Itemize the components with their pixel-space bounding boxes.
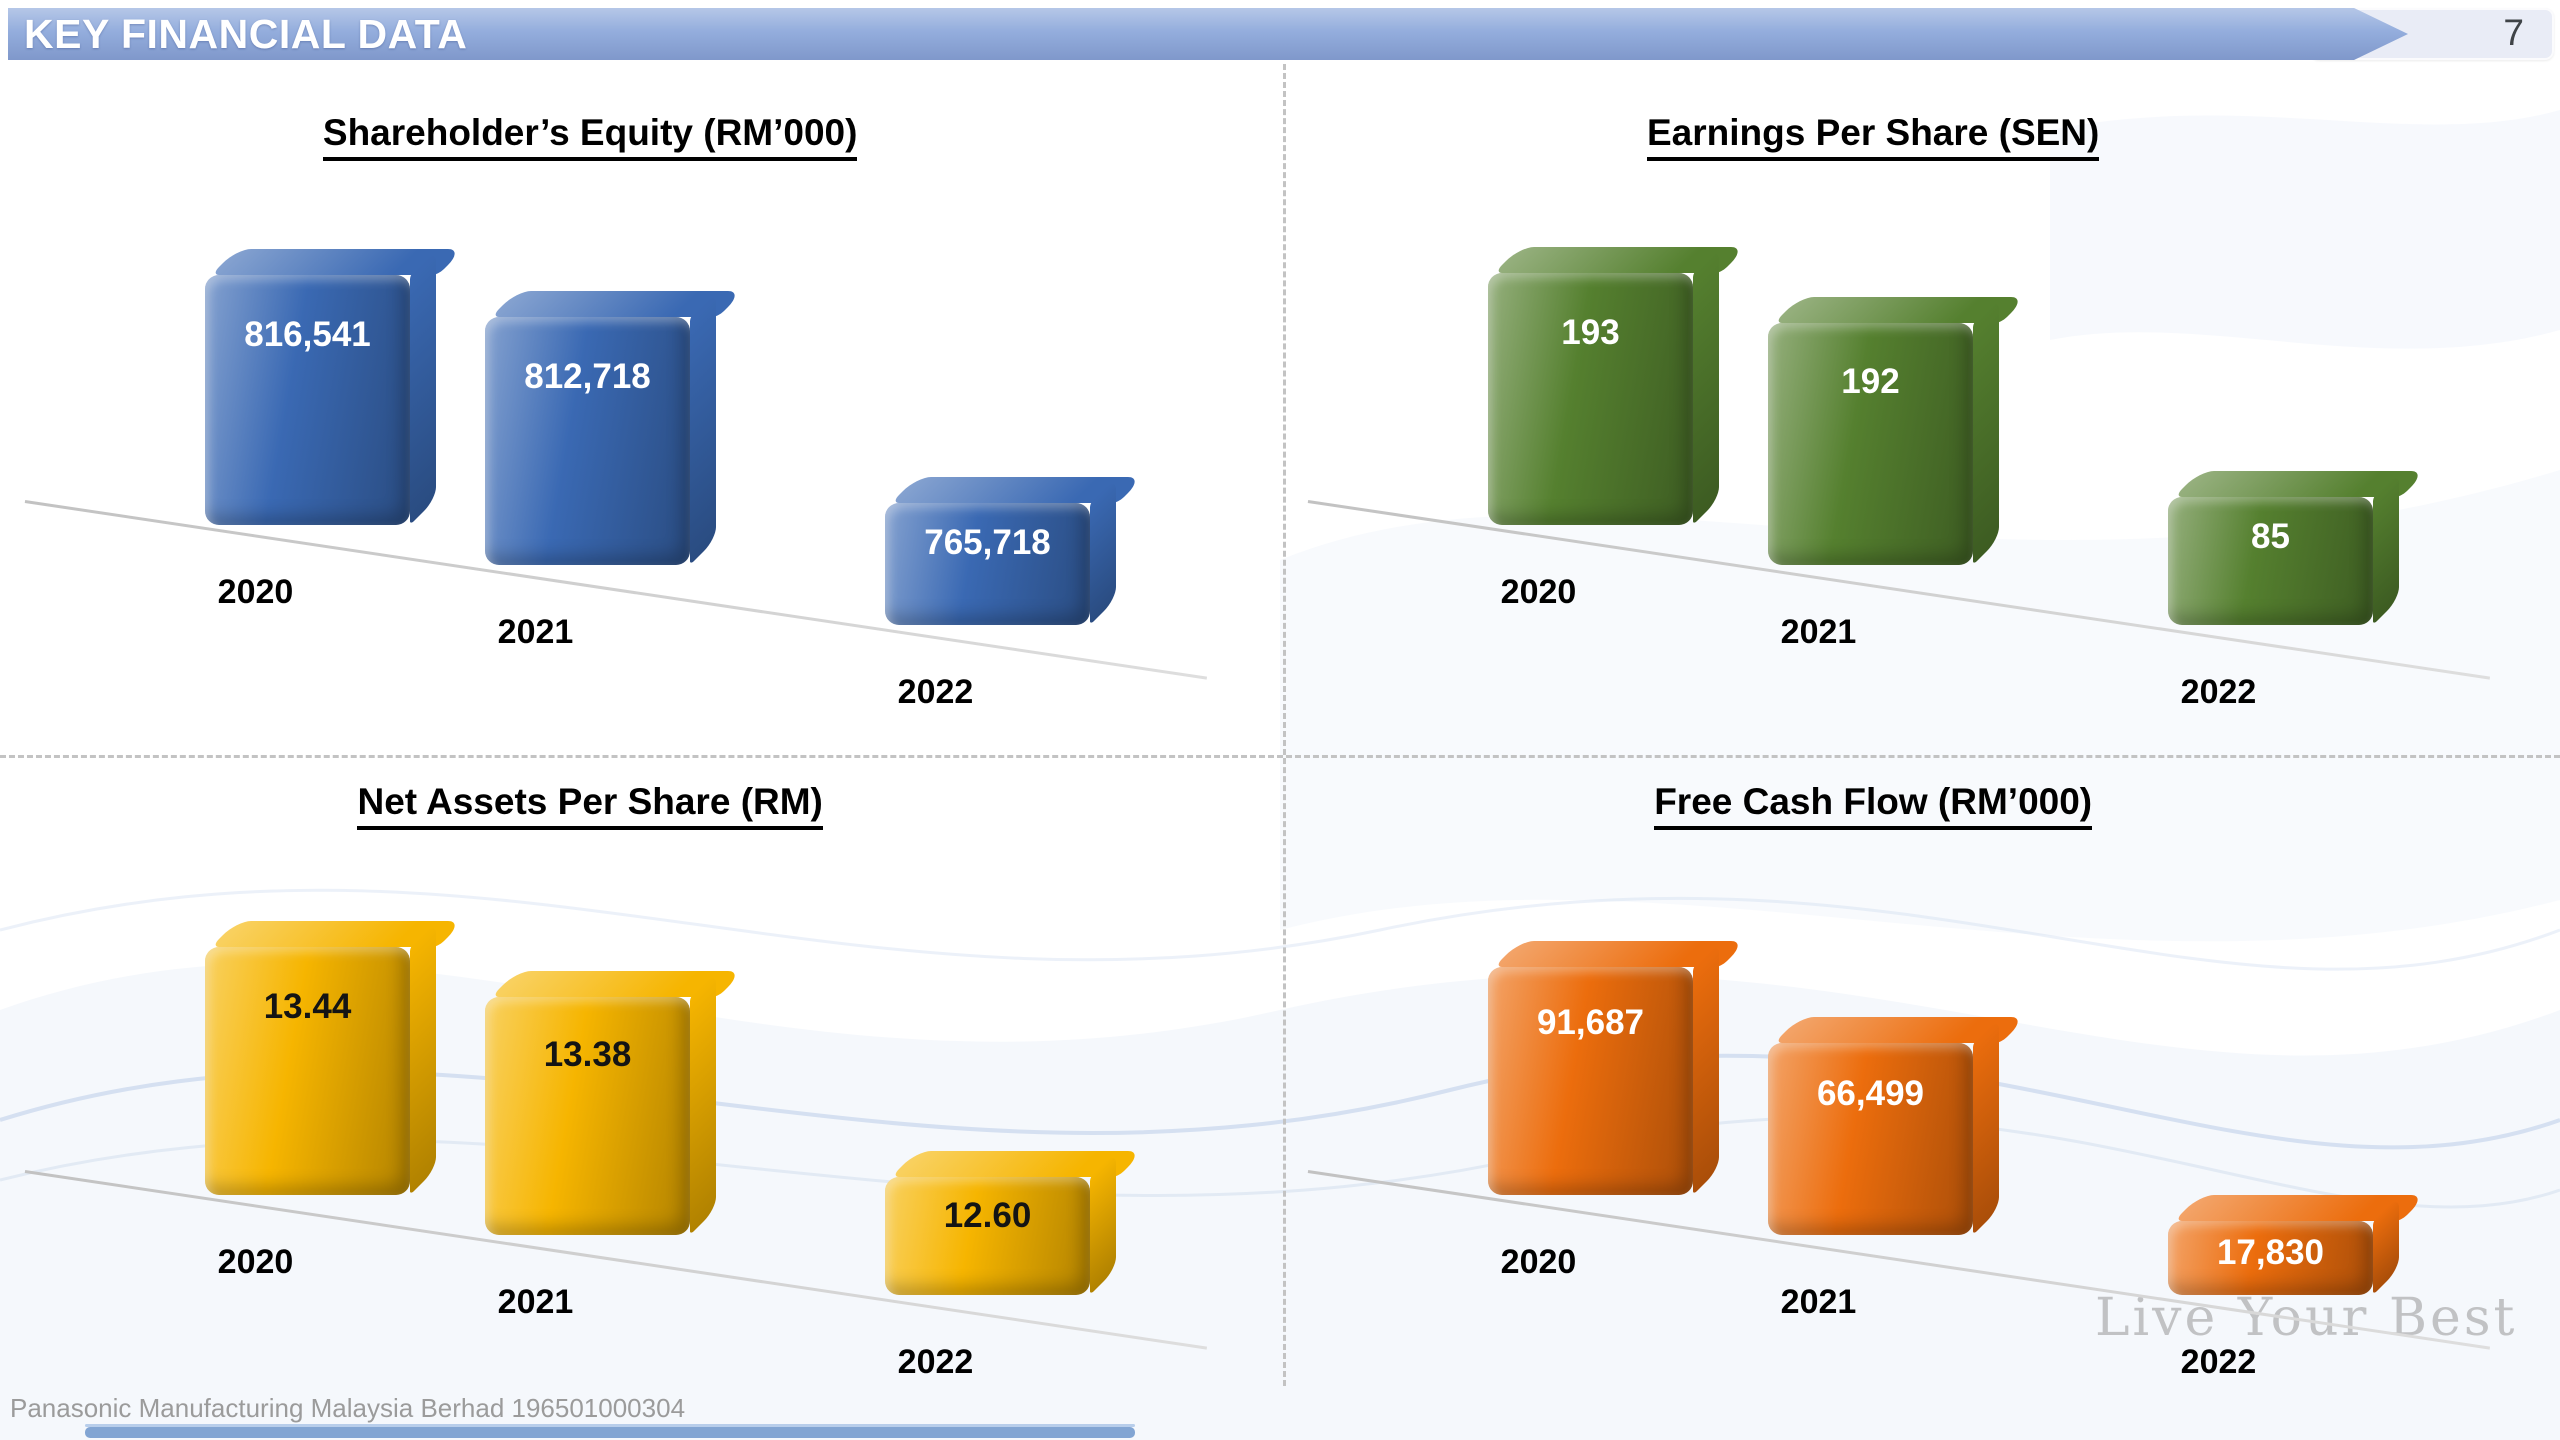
bar-2022: 17,830 2022 [2168, 1195, 2427, 1381]
chart-free-cash-flow: Free Cash Flow (RM’000) 91,687 2020 66,4… [1283, 755, 2560, 1440]
chart-net-assets-per-share: Net Assets Per Share (RM) 13.44 2020 13.… [0, 755, 1283, 1440]
bar-shape: 13.44 [205, 921, 464, 1195]
chart-earnings-per-share: Earnings Per Share (SEN) 193 2020 192 [1283, 60, 2560, 755]
chart-title-text: Net Assets Per Share (RM) [357, 781, 823, 830]
chart-title: Free Cash Flow (RM’000) [1283, 755, 2463, 830]
bar-shape: 13.38 [485, 971, 744, 1235]
bar-value-label: 12.60 [943, 1195, 1032, 1235]
bar-year-label: 2022 [2180, 673, 2257, 711]
bar-value-label: 91,687 [1536, 1003, 1645, 1043]
bar-shape: 812,718 [485, 291, 744, 565]
horizontal-divider [0, 755, 2560, 758]
bar-shape: 66,499 [1768, 1017, 2027, 1235]
bar-shape: 192 [1768, 297, 2027, 565]
bar-front-face [2168, 1221, 2373, 1295]
bar-side-face [1973, 297, 1999, 565]
chart-plot: 91,687 2020 66,499 2021 17,830 [1307, 850, 2498, 1410]
bar-2020: 13.44 2020 [205, 921, 464, 1281]
bar-value-label: 192 [1841, 361, 1900, 401]
bar-front-face [2168, 497, 2373, 625]
bar-shape: 85 [2168, 471, 2427, 625]
chart-title-text: Free Cash Flow (RM’000) [1654, 781, 2093, 830]
bar-front-face [205, 947, 410, 1195]
bar-value-label: 66,499 [1816, 1073, 1925, 1113]
bar-front-face [1768, 323, 1973, 565]
bar-value-label: 812,718 [524, 356, 651, 396]
bar-2020: 816,541 2020 [205, 249, 464, 611]
bar-2022: 85 2022 [2168, 471, 2427, 711]
chart-plot: 193 2020 192 2021 85 [1307, 180, 2498, 740]
chart-title: Shareholder’s Equity (RM’000) [0, 60, 1180, 161]
bar-side-face [690, 291, 716, 565]
bar-side-face [410, 921, 436, 1195]
bar-year-label: 2020 [1500, 1243, 1577, 1281]
bar-value-label: 13.44 [263, 986, 352, 1026]
bar-value-label: 13.38 [543, 1035, 632, 1075]
bar-side-face [2373, 471, 2399, 625]
bar-value-label: 17,830 [2216, 1232, 2325, 1272]
bar-front-face [1488, 967, 1693, 1195]
bar-2021: 812,718 2021 [485, 291, 744, 651]
bar-side-face [1973, 1017, 1999, 1235]
slide-title: KEY FINANCIAL DATA [24, 11, 468, 57]
bar-value-label: 816,541 [244, 315, 371, 354]
bar-shape: 12.60 [885, 1151, 1144, 1295]
bar-front-face [485, 997, 690, 1235]
page-number: 7 [2503, 12, 2524, 53]
bar-side-face [1693, 247, 1719, 525]
chart-title: Net Assets Per Share (RM) [0, 755, 1180, 830]
bar-front-face [885, 1177, 1090, 1295]
bar-front-face [485, 317, 690, 565]
bar-2021: 66,499 2021 [1768, 1017, 2027, 1321]
bar-year-label: 2021 [497, 613, 574, 651]
bar-side-face [1090, 477, 1116, 625]
bar-year-label: 2022 [2180, 1343, 2257, 1381]
chart-plot: 13.44 2020 13.38 2021 12.60 [24, 850, 1215, 1410]
bar-year-label: 2022 [897, 673, 974, 711]
bar-side-face [1090, 1151, 1116, 1295]
chart-title-text: Shareholder’s Equity (RM’000) [322, 112, 858, 161]
bar-shape: 91,687 [1488, 941, 1747, 1195]
bar-year-label: 2020 [217, 1243, 294, 1281]
bar-shape: 17,830 [2168, 1195, 2427, 1295]
bar-front-face [1488, 273, 1693, 525]
chart-title: Earnings Per Share (SEN) [1283, 60, 2463, 161]
bar-front-face [885, 503, 1090, 625]
bar-year-label: 2021 [497, 1283, 574, 1321]
bar-year-label: 2020 [217, 573, 294, 611]
chart-title-text: Earnings Per Share (SEN) [1646, 112, 2100, 161]
bar-side-face [410, 249, 436, 525]
bar-side-face [690, 971, 716, 1235]
bar-year-label: 2022 [897, 1343, 974, 1381]
bar-shape: 193 [1488, 247, 1747, 525]
bar-front-face [205, 275, 410, 525]
bar-year-label: 2021 [1780, 613, 1857, 651]
bar-shape: 765,718 [885, 477, 1144, 625]
chart-shareholders-equity: Shareholder’s Equity (RM’000) 816,541 20… [0, 60, 1283, 755]
bar-year-label: 2021 [1780, 1283, 1857, 1321]
bar-value-label: 85 [2251, 517, 2290, 557]
bar-side-face [1693, 941, 1719, 1195]
bar-2022: 765,718 2022 [885, 477, 1144, 711]
bar-front-face [1768, 1043, 1973, 1235]
bar-shape: 816,541 [205, 249, 464, 525]
footer-company-text: Panasonic Manufacturing Malaysia Berhad … [10, 1393, 686, 1423]
title-banner: KEY FINANCIAL DATA [8, 8, 2408, 60]
bar-2021: 192 2021 [1768, 297, 2027, 651]
bar-value-label: 193 [1561, 313, 1620, 353]
vertical-divider [1283, 64, 1286, 1386]
bar-2020: 91,687 2020 [1488, 941, 1747, 1281]
bar-value-label: 765,718 [924, 522, 1051, 562]
bar-2021: 13.38 2021 [485, 971, 744, 1321]
bar-year-label: 2020 [1500, 573, 1577, 611]
bar-2022: 12.60 2022 [885, 1151, 1144, 1381]
chart-plot: 816,541 2020 812,718 2021 765,718 [24, 180, 1215, 740]
bar-2020: 193 2020 [1488, 247, 1747, 611]
